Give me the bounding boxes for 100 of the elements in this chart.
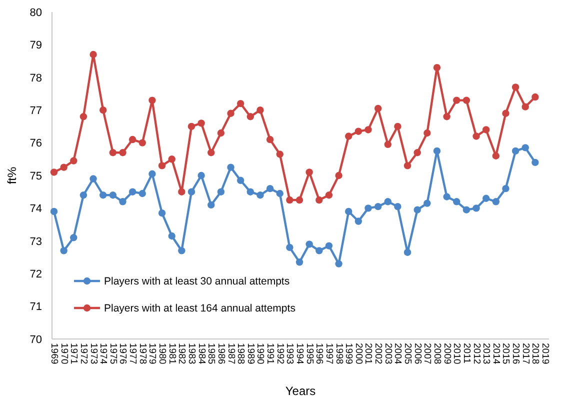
point xyxy=(138,190,146,198)
y-tick-label: 75 xyxy=(30,170,42,182)
point xyxy=(512,84,520,91)
x-tick-label: 2002 xyxy=(372,343,384,364)
point xyxy=(266,136,274,144)
x-tick-label: 1998 xyxy=(333,343,344,364)
point xyxy=(109,192,117,199)
point xyxy=(472,204,480,212)
x-tick-label: 1984 xyxy=(196,343,207,364)
point xyxy=(100,192,107,199)
point xyxy=(296,196,304,204)
x-tick-label: 1990 xyxy=(254,343,266,364)
point xyxy=(276,190,284,198)
point xyxy=(286,196,294,204)
point xyxy=(345,208,352,216)
point xyxy=(246,113,254,120)
point xyxy=(168,156,176,163)
point xyxy=(433,147,441,155)
point xyxy=(325,192,333,199)
point xyxy=(522,103,529,110)
point xyxy=(424,200,431,207)
x-tick-label: 1981 xyxy=(166,343,178,364)
x-tick-label: 1973 xyxy=(88,343,99,364)
x-tick-label: 1988 xyxy=(235,343,246,364)
x-tick-label: 1969 xyxy=(48,343,60,364)
point xyxy=(90,175,97,182)
point xyxy=(482,194,490,202)
point xyxy=(404,248,412,256)
point xyxy=(394,122,402,130)
point xyxy=(414,149,421,156)
point xyxy=(482,126,490,134)
x-tick-label: 1989 xyxy=(244,343,256,364)
x-tick-label: 2016 xyxy=(510,343,522,364)
point xyxy=(266,184,274,192)
point xyxy=(128,136,136,144)
x-tick-label: 2001 xyxy=(362,343,374,364)
point xyxy=(306,168,313,176)
x-tick-label: 2000 xyxy=(352,343,364,364)
x-tick-label: 1972 xyxy=(78,343,89,364)
y-tick-label: 74 xyxy=(30,203,42,216)
x-tick-label: 2009 xyxy=(441,343,452,364)
point xyxy=(502,110,510,117)
point xyxy=(50,168,58,176)
x-tick-label: 1977 xyxy=(127,343,138,364)
point xyxy=(374,104,382,112)
point xyxy=(188,122,196,130)
x-tick-label: 1996 xyxy=(314,343,325,364)
point xyxy=(198,172,205,180)
x-tick-label: 2005 xyxy=(402,343,414,364)
point xyxy=(148,170,156,178)
point xyxy=(60,247,68,254)
point xyxy=(208,149,215,156)
point xyxy=(335,260,342,268)
x-tick-label: 2011 xyxy=(460,343,472,364)
point xyxy=(119,149,126,156)
x-tick-label: 1982 xyxy=(176,343,188,364)
point xyxy=(100,106,107,114)
point xyxy=(384,140,392,148)
point xyxy=(236,100,244,108)
point xyxy=(512,147,520,155)
point xyxy=(364,204,372,212)
point xyxy=(178,188,186,196)
point xyxy=(522,144,529,152)
x-tick-label: 2003 xyxy=(382,343,394,364)
point xyxy=(138,139,146,146)
point xyxy=(492,152,500,160)
y-tick-label: 70 xyxy=(30,334,42,346)
point xyxy=(236,176,244,184)
point xyxy=(217,188,225,196)
point xyxy=(80,113,88,120)
x-tick-label: 2014 xyxy=(490,343,502,364)
point xyxy=(70,234,78,242)
y-tick-label: 80 xyxy=(30,6,42,19)
x-tick-label: 2004 xyxy=(392,343,404,364)
point xyxy=(109,149,117,156)
point xyxy=(433,64,441,72)
point xyxy=(158,162,166,170)
point xyxy=(472,132,480,140)
legend-label: Players with at least 164 annual attempts xyxy=(104,302,296,315)
point xyxy=(424,129,431,137)
y-tick-label: 78 xyxy=(30,72,42,84)
point xyxy=(128,188,136,196)
x-tick-label: 1993 xyxy=(284,343,296,364)
point xyxy=(50,208,58,216)
y-tick-label: 72 xyxy=(30,268,42,280)
point xyxy=(178,247,186,254)
x-tick-label: 1987 xyxy=(225,343,236,364)
x-tick-label: 2008 xyxy=(431,343,442,364)
x-tick-label: 1974 xyxy=(98,343,109,364)
point xyxy=(502,184,510,192)
point xyxy=(80,192,88,199)
x-tick-label: 1991 xyxy=(264,343,276,364)
y-tick-label: 79 xyxy=(30,40,42,52)
point xyxy=(462,206,470,214)
point xyxy=(316,196,323,204)
x-tick-label: 1979 xyxy=(146,343,158,364)
y-tick-label: 76 xyxy=(30,138,42,150)
x-tick-label: 1986 xyxy=(215,343,226,364)
point xyxy=(60,164,68,171)
x-tick-label: 1992 xyxy=(274,343,286,364)
